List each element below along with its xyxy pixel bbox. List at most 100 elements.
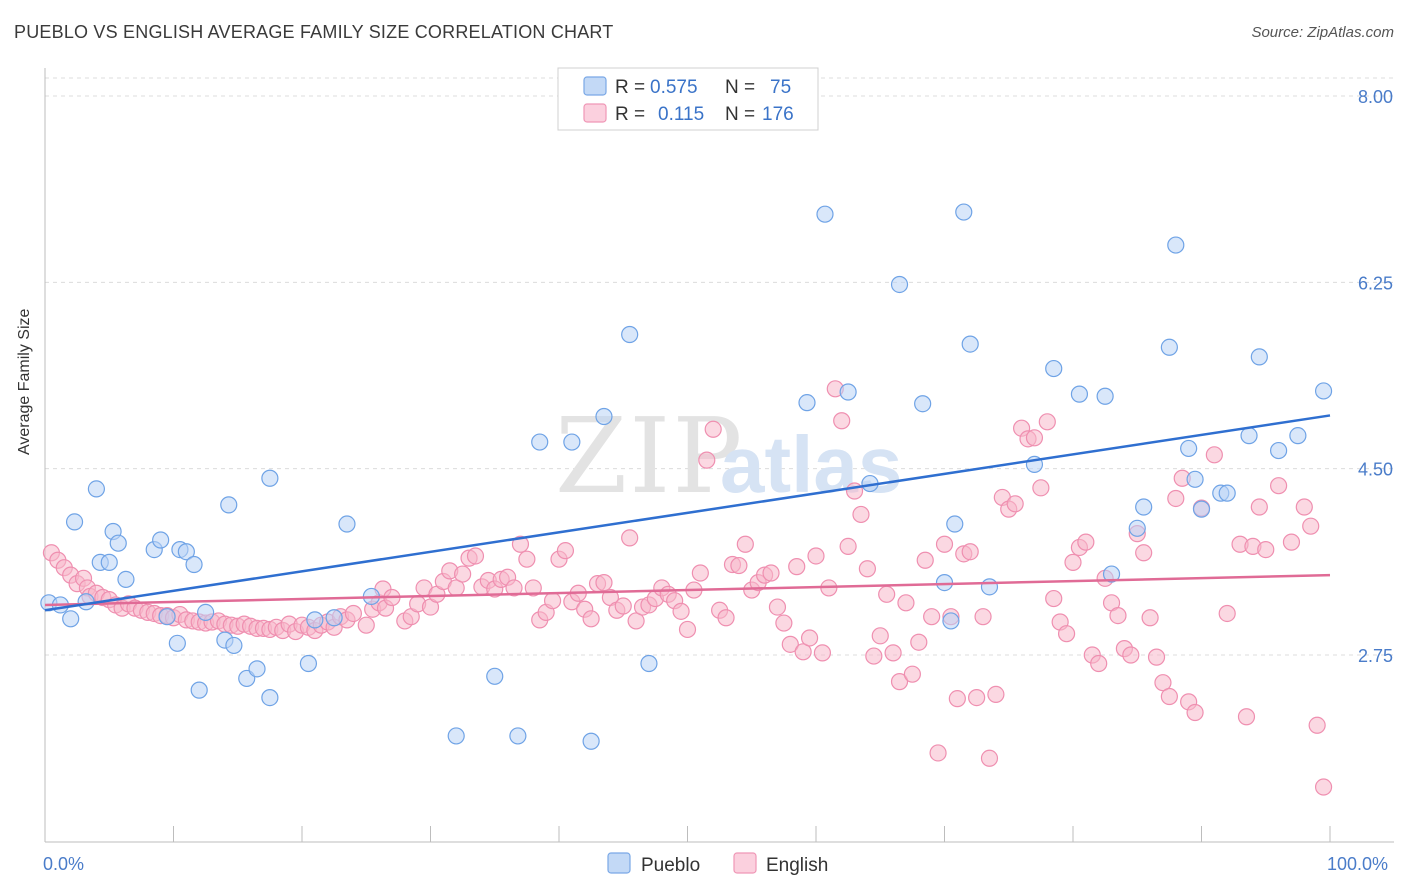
pueblo-point-47 xyxy=(935,573,954,592)
english-point-178 xyxy=(1186,703,1204,722)
english-point-185 xyxy=(1250,498,1268,516)
legend-swatch-pueblo xyxy=(583,76,607,96)
pueblo-point-37 xyxy=(582,732,600,750)
english-point-72 xyxy=(505,579,523,597)
pueblo-point-36 xyxy=(563,433,581,451)
english-point-127 xyxy=(858,560,877,578)
english-point-132 xyxy=(890,673,909,691)
pueblo-point-17 xyxy=(185,555,203,574)
legend-r-label-english: R = xyxy=(615,104,645,125)
pueblo-point-34 xyxy=(509,727,527,745)
pueblo-point-40 xyxy=(640,654,658,673)
pueblo-point-63 xyxy=(1186,470,1204,488)
pueblo-point-49 xyxy=(946,515,964,533)
pueblo-point-14 xyxy=(168,634,186,652)
english-point-102 xyxy=(698,451,716,469)
pueblo-point-32 xyxy=(447,727,465,745)
english-point-90 xyxy=(621,529,639,547)
source-credit: Source: ZipAtlas.com xyxy=(1251,24,1394,41)
pueblo-point-25 xyxy=(261,688,279,707)
grid-layer xyxy=(45,77,1394,656)
english-point-130 xyxy=(878,585,896,603)
english-point-120 xyxy=(813,644,832,662)
english-point-147 xyxy=(987,685,1005,703)
pueblo-point-69 xyxy=(1269,441,1288,460)
pueblo-point-27 xyxy=(299,654,318,673)
english-point-138 xyxy=(929,744,947,762)
english-point-112 xyxy=(762,564,780,582)
english-point-84 xyxy=(582,610,600,628)
english-point-103 xyxy=(704,420,722,438)
english-point-166 xyxy=(1109,607,1127,625)
english-point-74 xyxy=(518,550,536,568)
pueblo-point-2 xyxy=(62,610,80,628)
pueblo-point-68 xyxy=(1250,348,1268,366)
english-point-49 xyxy=(357,616,375,634)
english-point-153 xyxy=(1025,429,1044,447)
english-point-163 xyxy=(1090,654,1108,673)
pueblo-point-66 xyxy=(1218,484,1236,502)
y-tick-label-0: 2.75 xyxy=(1358,646,1393,666)
english-point-171 xyxy=(1141,609,1159,627)
english-point-136 xyxy=(916,551,934,569)
english-point-116 xyxy=(788,558,806,576)
pueblo-point-26 xyxy=(261,469,279,487)
english-point-129 xyxy=(871,627,889,645)
english-point-80 xyxy=(556,542,575,560)
pueblo-point-51 xyxy=(961,335,979,353)
y-tick-labels: 2.75 4.50 6.25 8.00 xyxy=(1358,87,1393,666)
english-point-181 xyxy=(1218,604,1236,623)
y-tick-label-2: 6.25 xyxy=(1358,273,1393,293)
legend-n-label-english: N = xyxy=(725,104,755,125)
pueblo-point-9 xyxy=(109,534,127,552)
x-tick-min: 0.0% xyxy=(43,854,84,874)
pueblo-point-24 xyxy=(248,660,266,678)
pueblo-point-22 xyxy=(225,636,243,655)
english-point-156 xyxy=(1045,589,1063,608)
pueblo-point-60 xyxy=(1160,338,1178,356)
pueblo-point-21 xyxy=(220,496,238,514)
english-point-99 xyxy=(678,620,697,639)
english-point-188 xyxy=(1282,533,1301,551)
english-point-191 xyxy=(1308,716,1326,734)
english-point-101 xyxy=(691,564,709,582)
english-point-145 xyxy=(974,608,992,626)
english-point-168 xyxy=(1122,646,1140,664)
english-point-128 xyxy=(865,647,883,665)
english-point-173 xyxy=(1154,674,1172,692)
legend-r-value-english: 0.115 xyxy=(658,104,704,125)
english-point-189 xyxy=(1295,498,1313,516)
pueblo-point-3 xyxy=(65,513,84,531)
english-point-180 xyxy=(1205,446,1223,464)
english-point-134 xyxy=(903,665,921,683)
english-point-108 xyxy=(736,535,754,553)
pueblo-point-41 xyxy=(798,394,816,412)
english-point-66 xyxy=(466,547,485,565)
y-tick-label-3: 8.00 xyxy=(1358,87,1393,107)
y-tick-label-1: 4.50 xyxy=(1358,460,1393,480)
english-point-192 xyxy=(1314,778,1333,796)
english-series xyxy=(42,380,1333,796)
pueblo-point-55 xyxy=(1070,385,1089,403)
english-point-133 xyxy=(897,594,915,612)
watermark-atlas: atlas xyxy=(720,420,902,509)
english-point-91 xyxy=(627,612,645,630)
english-point-137 xyxy=(923,608,941,626)
english-point-190 xyxy=(1302,517,1320,535)
english-point-89 xyxy=(614,597,632,615)
pueblo-point-29 xyxy=(325,609,343,627)
pueblo-point-67 xyxy=(1240,427,1258,445)
pueblo-point-16 xyxy=(177,543,195,561)
pueblo-point-50 xyxy=(955,203,973,221)
english-point-124 xyxy=(839,537,857,555)
english-point-117 xyxy=(794,643,812,661)
pueblo-point-59 xyxy=(1135,498,1153,516)
pueblo-point-18 xyxy=(190,681,208,699)
english-point-107 xyxy=(730,556,748,575)
pueblo-point-30 xyxy=(338,515,356,533)
pueblo-point-35 xyxy=(531,433,549,451)
legend-r-label-pueblo: R = xyxy=(615,77,645,98)
legend-bottom-label-english: English xyxy=(766,855,828,876)
pueblo-point-61 xyxy=(1167,236,1185,254)
pueblo-point-45 xyxy=(890,275,909,294)
